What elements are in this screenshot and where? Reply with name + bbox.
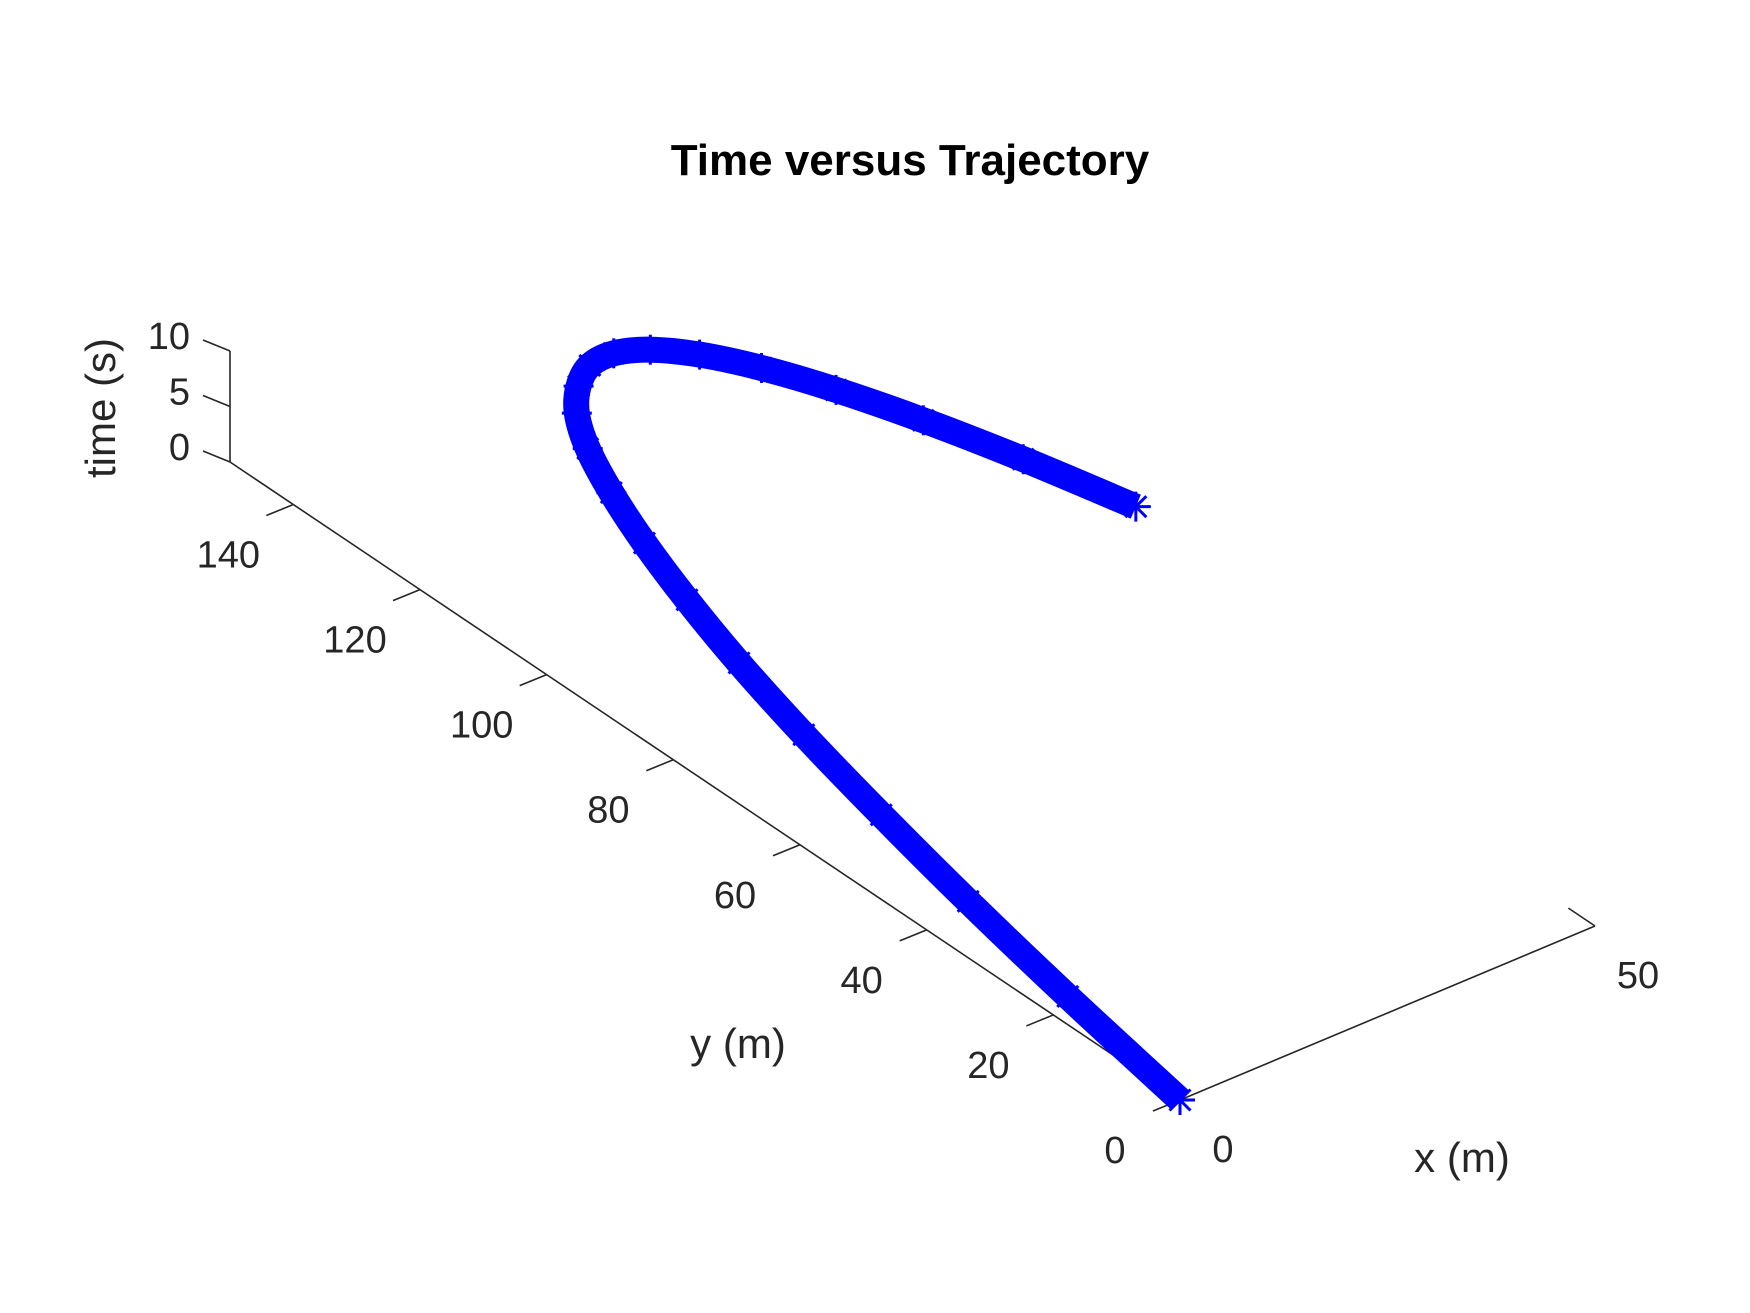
data-point [953,886,984,917]
data-point [746,352,777,383]
data-point [1008,444,1039,475]
x-axis-line [1179,925,1596,1101]
data-point [1052,981,1083,1012]
y-tick-mark [392,588,421,602]
y-tick-label: 140 [197,535,260,577]
y-tick-label: 100 [450,705,513,747]
data-point [572,433,603,464]
z-ticks: 0 5 10 [148,316,231,469]
z-tick-mark [202,450,231,463]
y-tick-label: 80 [587,790,629,832]
y-tick-label: 0 [1104,1130,1125,1172]
data-point [574,350,605,381]
x-axis-label: x (m) [1414,1134,1510,1181]
x-tick-mark [1567,907,1596,927]
data-point [561,398,592,429]
data-point [629,528,660,559]
data-point [672,584,702,615]
y-tick-mark [772,844,801,857]
y-axis-label: y (m) [690,1020,786,1067]
x-tick-label: 0 [1212,1129,1233,1171]
y-tick-label: 20 [967,1045,1009,1087]
data-point [684,339,715,370]
data-point [866,799,897,830]
y-tick-mark [266,503,294,517]
data-point [596,477,627,508]
data-point [1120,491,1151,522]
y-ticks: 0 20 40 60 80 100 120 140 [197,503,1181,1172]
y-tick-mark [646,758,674,772]
y-tick-mark [519,673,547,687]
z-tick-label: 10 [148,316,190,358]
y-tick-mark [1026,1014,1054,1027]
data-point [788,719,819,750]
y-tick-label: 40 [841,960,883,1002]
data-point [1165,1085,1195,1115]
y-tick-mark [899,929,927,942]
data-point [821,374,852,405]
z-tick-label: 0 [169,427,190,469]
x-ticks: 0 50 [1152,907,1659,1171]
data-point [908,405,939,436]
data-point [724,647,755,678]
data-point [635,334,666,365]
data-point [563,371,594,402]
chart-title: Time versus Trajectory [671,136,1150,185]
z-axis-label: time (s) [77,338,124,478]
z-tick-mark [202,339,231,352]
series-layer [561,334,1195,1115]
z-tick-label: 5 [169,372,190,414]
x-tick-label: 50 [1617,955,1659,997]
axes [229,351,1596,1101]
data-point [598,338,629,369]
z-tick-mark [202,394,231,408]
y-tick-label: 120 [323,620,386,662]
y-tick-label: 60 [714,875,756,917]
y-axis-line [229,461,1181,1101]
